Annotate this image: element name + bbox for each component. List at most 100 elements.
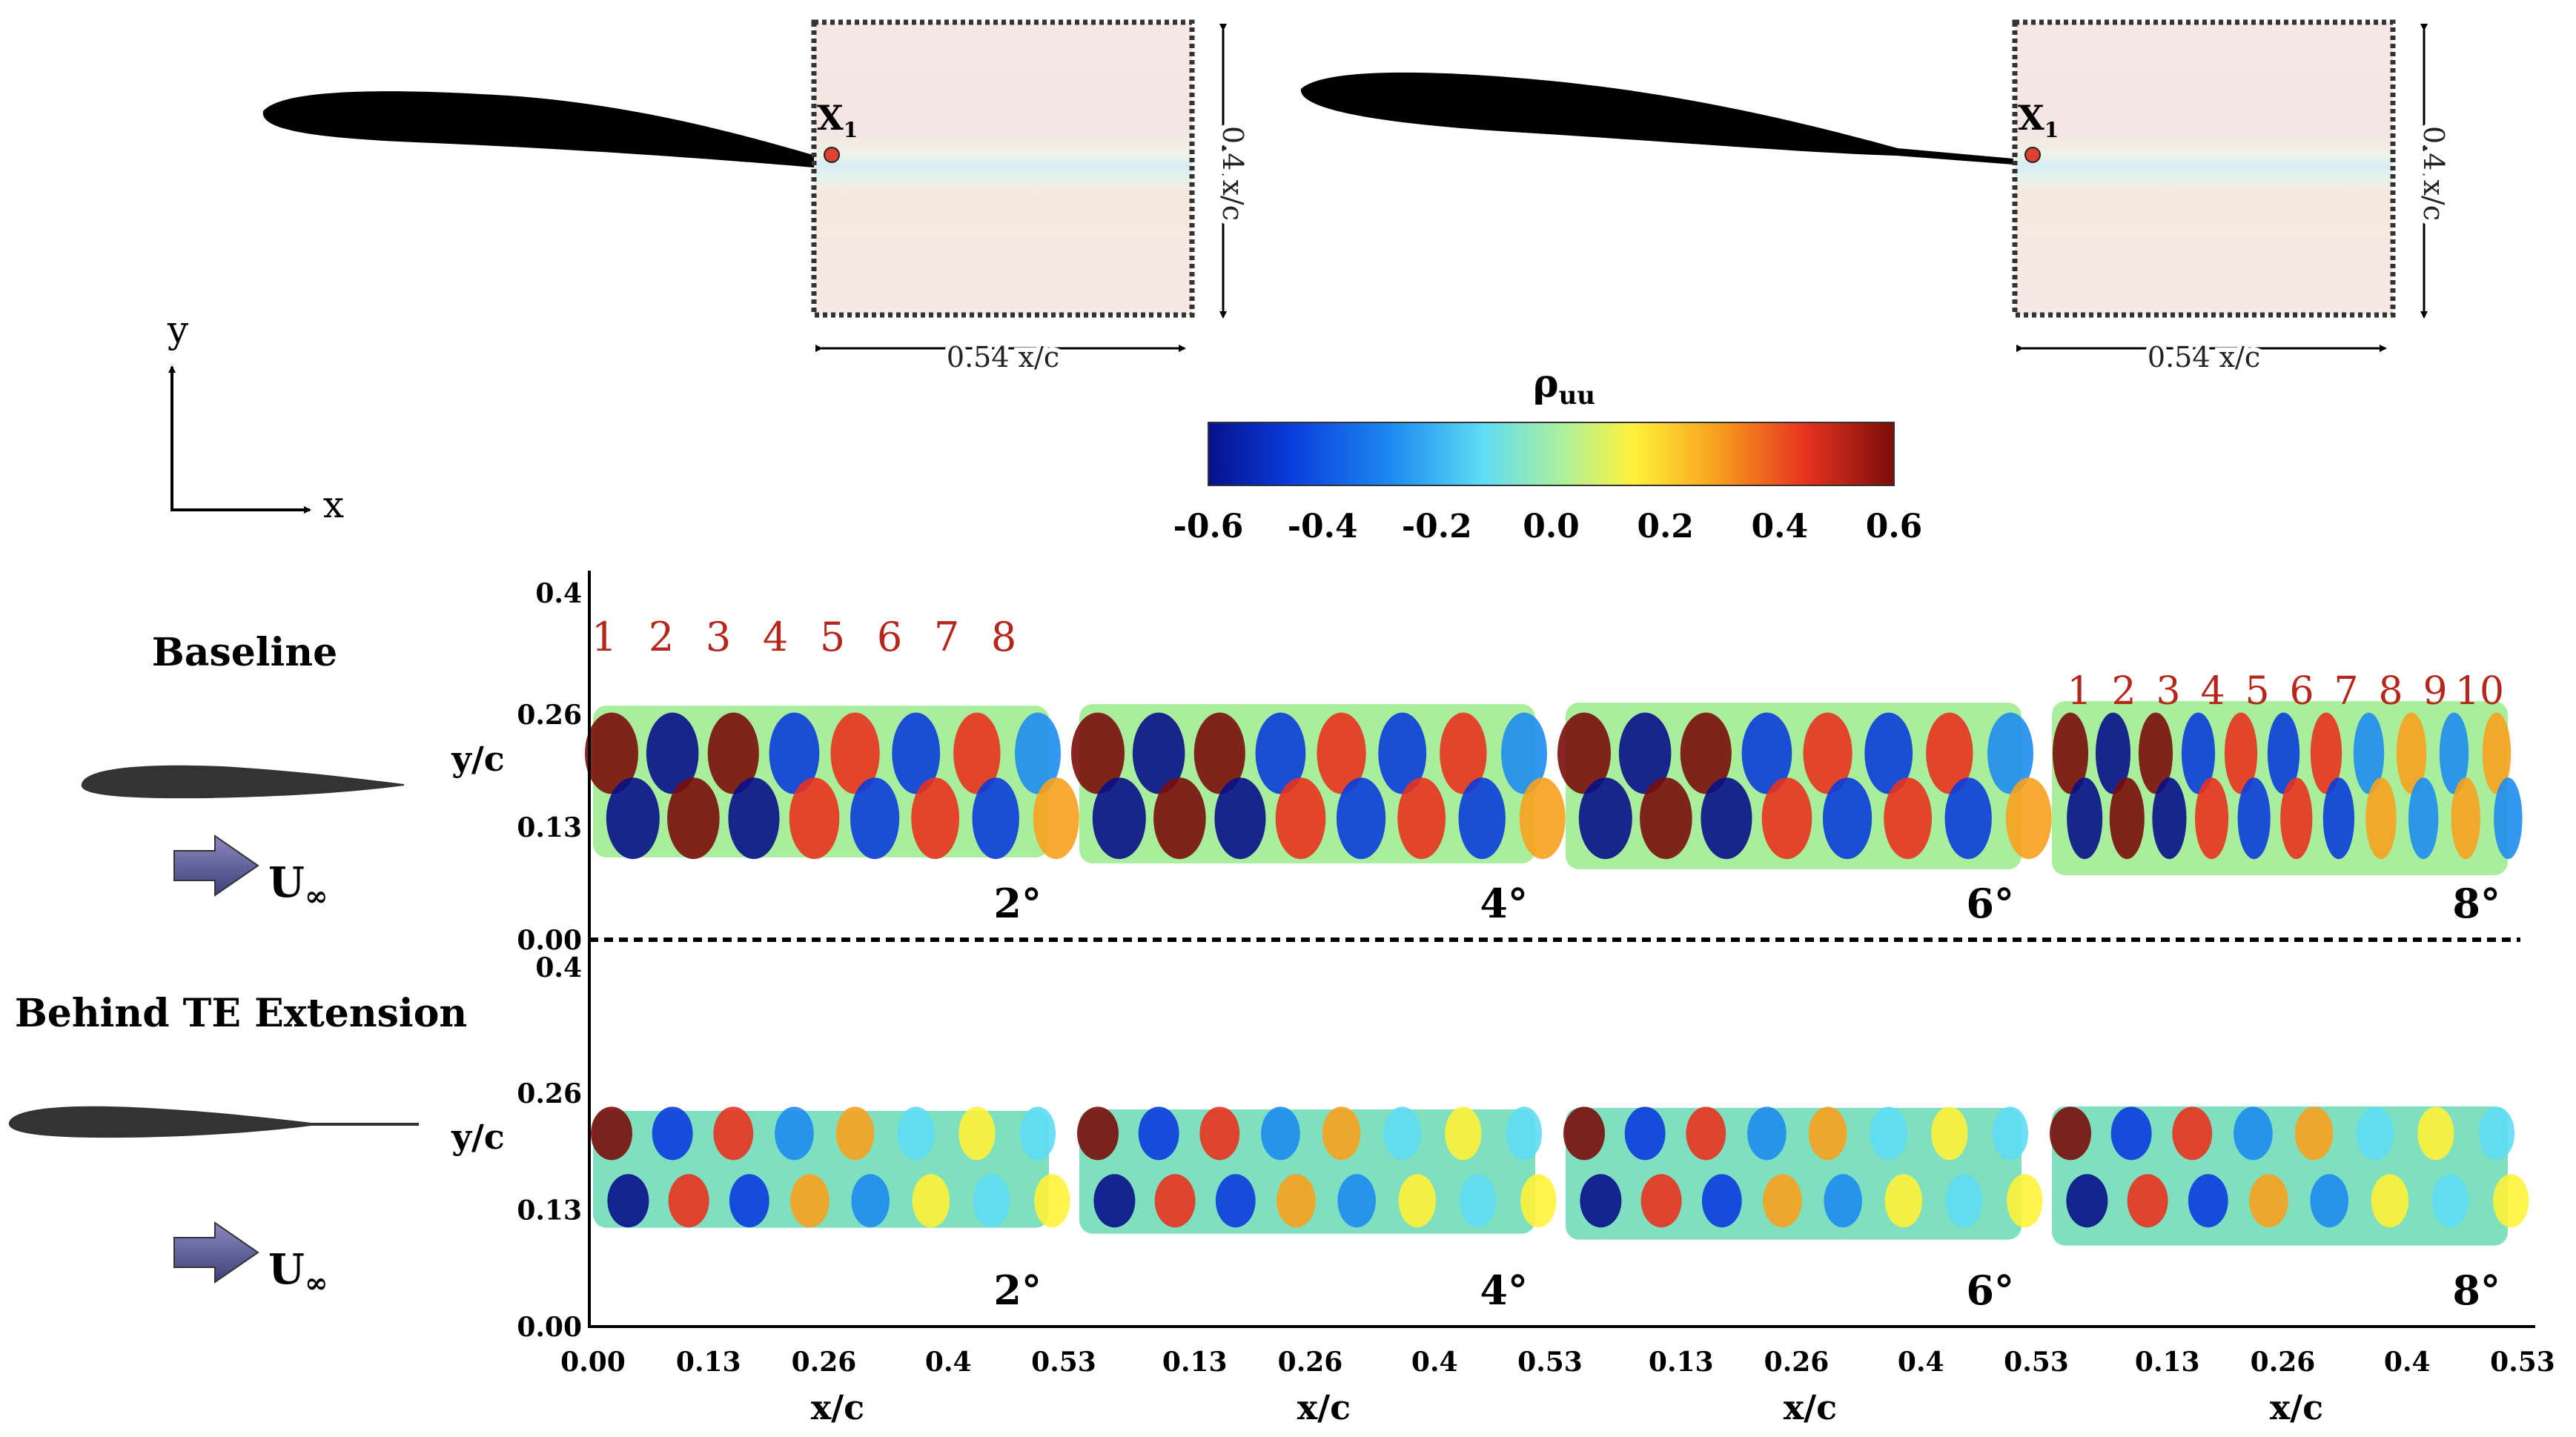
correlation-structure [2005,777,2052,860]
correlation-structure [1803,712,1852,794]
y-tick-label: 0.26 [517,700,582,731]
colorbar-tick-label: 0.0 [1523,508,1580,545]
vortex-label: 2 [2111,669,2136,714]
correlation-structure [2050,1106,2091,1161]
correlation-structure [1931,1106,1968,1161]
correlation-structure [769,712,820,794]
heatmap-panel: 6° [1563,1106,2043,1314]
schematic-te-extension: X1 0.54 x/c 0.4 x/c [1300,19,2455,378]
correlation-structure [1741,712,1792,794]
correlation-structure [830,712,880,794]
correlation-structure [1680,712,1732,794]
correlation-structure [892,712,941,794]
baseline-airfoil-icon [81,765,405,799]
correlation-structure [1092,777,1146,860]
x-tick-label: 0.13 [676,1347,741,1378]
baseline-label: Baseline [152,630,337,675]
correlation-structure [835,1106,875,1161]
correlation-structure [2408,777,2439,860]
correlation-structure [972,777,1019,860]
correlation-structure [2053,712,2088,794]
correlation-structure [2371,1174,2409,1228]
correlation-structure [1019,1106,1056,1161]
x-axis-label: x/c [811,1387,864,1427]
angle-label: 8° [2452,1267,2500,1314]
schematic-baseline: X1 0.54 x/c 0.4 x/c [262,19,1254,378]
correlation-structure [1557,712,1611,794]
colorbar-tick-label: 0.6 [1866,508,1923,545]
colorbar-title: ρuu [1533,361,1595,411]
correlation-structure [1686,1106,1726,1161]
flow-label: U∞ [268,858,328,912]
coordinate-axes-icon: y x [167,308,344,526]
x-tick-label: 0.13 [1649,1347,1714,1378]
measurement-window [2012,19,2396,318]
correlation-structure [1193,712,1245,794]
point-x1 [2024,147,2041,163]
correlation-structure [1884,1174,1923,1228]
measurement-window [811,19,1195,318]
correlation-structure [2067,777,2103,860]
correlation-structure [1459,1174,1497,1228]
correlation-structure [2396,712,2427,794]
vortex-label: 7 [934,614,959,660]
correlation-structure [1501,712,1547,794]
angle-label: 2° [993,880,1042,927]
angle-label: 4° [1480,1267,1528,1314]
correlation-structure [2280,777,2313,860]
correlation-structure [2417,1106,2454,1161]
y-axis-label: y/c [451,1117,505,1157]
correlation-structure [1077,1106,1119,1161]
vortex-label: 6 [877,614,902,660]
correlation-structure [2138,712,2173,794]
vortex-label: 4 [2200,669,2225,714]
correlation-structure [728,777,780,860]
width-label: 0.54 x/c [947,341,1059,374]
y-tick-label: 0.00 [517,1312,582,1343]
x-tick-label: 0.53 [2004,1347,2069,1378]
correlation-structure [2365,777,2397,860]
correlation-structure [1945,1174,1983,1228]
correlation-structure [2224,712,2258,794]
correlation-structure [707,712,759,794]
correlation-structure [1445,1106,1482,1161]
correlation-structure [1071,712,1125,794]
correlation-structure [973,1174,1010,1228]
y-axis-label: y/c [451,739,505,779]
correlation-structure [1747,1106,1787,1161]
correlation-structure [2007,1174,2043,1228]
correlation-structure [2181,712,2216,794]
correlation-structure [1322,1106,1361,1161]
vortex-label: 1 [2067,669,2091,714]
correlation-structure [1640,777,1692,860]
correlation-structure [958,1106,996,1161]
correlation-structure [1132,712,1185,794]
vortex-label: 3 [2156,669,2180,714]
point-x1-label: X1 [817,98,858,142]
correlation-structure [1397,777,1446,860]
correlation-structure [897,1106,935,1161]
correlation-structure [790,1174,830,1228]
heatmap-panel: 8° [2050,1106,2529,1314]
correlation-structure [1255,712,1306,794]
correlation-structure [2066,1174,2108,1228]
x-tick-label: 0.4 [2384,1347,2431,1378]
correlation-structure [1822,777,1873,860]
correlation-structure [2249,1174,2288,1228]
correlation-structure [1383,1106,1421,1161]
correlation-structure [2294,1106,2334,1161]
airfoil-te-extension [1300,72,2013,165]
x-axis-label: x/c [1297,1387,1351,1427]
correlation-structure [1926,712,1973,794]
y-tick-label: 0.13 [517,1195,582,1226]
correlation-structure [667,777,720,860]
correlation-structure [2310,712,2342,794]
correlation-structure [1215,1174,1256,1228]
x-tick-label: 0.26 [2251,1347,2316,1378]
correlation-structure [1701,1174,1742,1228]
x-tick-label: 0.13 [1162,1347,1228,1378]
flow-direction-icon [173,1221,259,1284]
correlation-structure [2172,1106,2213,1161]
vortex-label: 2 [649,614,674,660]
correlation-structure [1506,1106,1543,1161]
